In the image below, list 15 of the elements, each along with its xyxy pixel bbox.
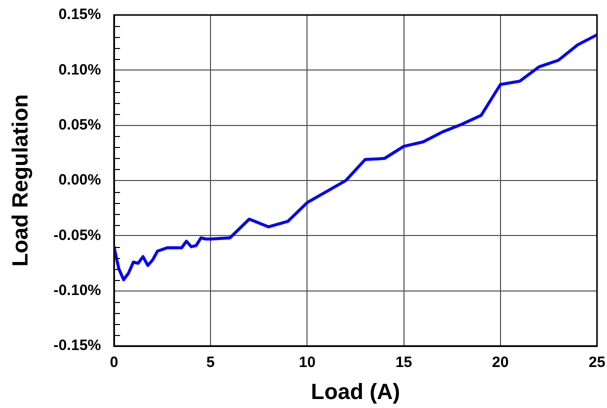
y-tick-label: 0.15% xyxy=(58,6,101,24)
y-tick-label: -0.10% xyxy=(53,282,101,299)
x-tick-label: 15 xyxy=(395,354,412,372)
y-axis-title: Load Regulation xyxy=(7,94,32,267)
y-tick-label: 0.05% xyxy=(58,116,101,134)
x-tick-label: 25 xyxy=(588,354,606,372)
y-tick-label: 0.10% xyxy=(58,61,101,78)
x-axis-title: Load (A) xyxy=(310,378,400,404)
x-tick-label: 10 xyxy=(298,354,316,372)
y-tick-label: 0.00% xyxy=(58,172,101,189)
x-tick-label: 20 xyxy=(492,354,509,372)
y-tick-label: -0.15% xyxy=(53,337,101,354)
x-tick-label: 5 xyxy=(206,354,215,372)
x-tick-label: 0 xyxy=(110,354,118,372)
y-tick-label: -0.05% xyxy=(53,226,101,244)
